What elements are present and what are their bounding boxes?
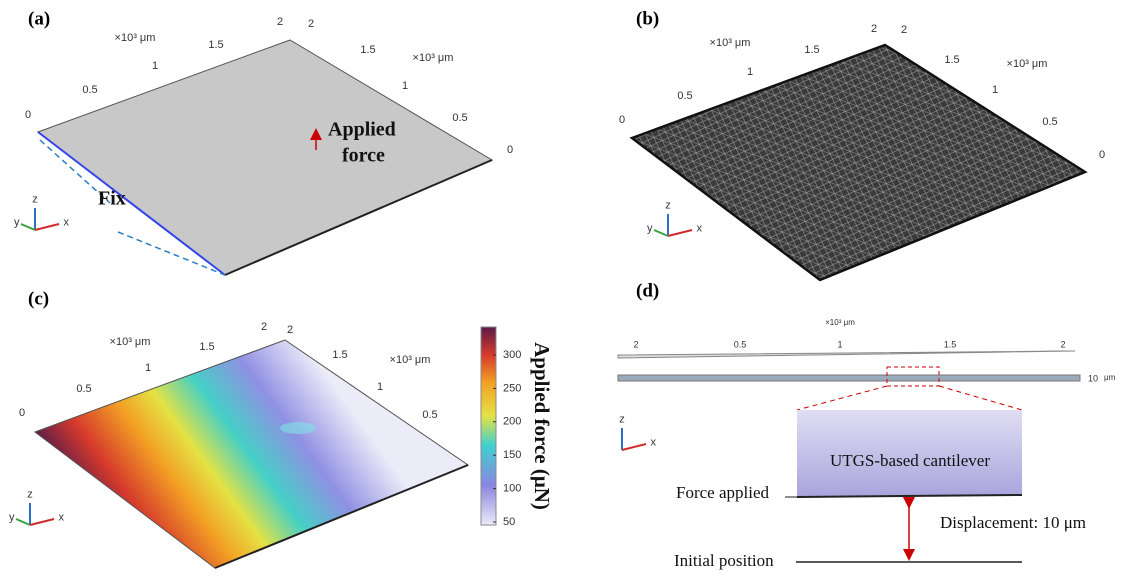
- axis-tick-label: 1.5: [360, 44, 375, 56]
- axis-tick-label: 1.5: [199, 341, 214, 353]
- axis-tick-label: 1: [377, 381, 383, 393]
- axis-unit: ×10³ μm: [710, 37, 751, 49]
- heat-plate: [35, 340, 468, 568]
- axis-tick-label: 0.5: [82, 84, 97, 96]
- triad-axis: [21, 224, 35, 230]
- axis-tick-label: 2: [871, 23, 877, 35]
- annotation: Initial position: [674, 551, 774, 570]
- axis-tick-label: 0: [1099, 149, 1105, 161]
- axis-tick-label: 2: [901, 24, 907, 36]
- triad-label: x: [696, 223, 702, 235]
- panel-a: (a) Fix Applied force: [28, 8, 492, 275]
- axis-tick-label: 1: [145, 362, 151, 374]
- thickness-value: 10: [1088, 373, 1098, 383]
- axis-tick-label: 2: [287, 324, 293, 336]
- panel-label: (d): [636, 280, 659, 301]
- axis-tick-label: 1.5: [944, 54, 959, 66]
- panel-label: (a): [28, 8, 50, 29]
- axis-tick-label: 0.5: [422, 409, 437, 421]
- axis-tick-label: 0.5: [1042, 116, 1057, 128]
- triad-label: x: [58, 512, 64, 524]
- colorbar-tick-label: 50: [503, 516, 515, 528]
- triad-axis: [668, 230, 692, 236]
- colorbar-tick-label: 100: [503, 483, 521, 495]
- axis-tick-label: 1: [152, 60, 158, 72]
- axis-tick-label: 0.5: [734, 339, 747, 349]
- triad-label: x: [650, 437, 656, 449]
- axis-unit: ×10³ μm: [115, 32, 156, 44]
- triad-axis: [16, 519, 30, 525]
- axis-tick-label: 2: [308, 18, 314, 30]
- annotation: force: [342, 145, 385, 167]
- axis-unit: ×10³ μm: [825, 318, 855, 327]
- triad-axis: [622, 444, 646, 450]
- colorbar-tick-label: 250: [503, 382, 521, 394]
- zoom-leader: [797, 386, 1022, 410]
- triad-label: z: [665, 200, 671, 212]
- mesh-plate: [632, 45, 1085, 280]
- axis-tick-label: 1.5: [804, 44, 819, 56]
- colorbar-tick-label: 300: [503, 349, 521, 361]
- axis-tick-label: 1.5: [944, 339, 957, 349]
- triad-label: x: [63, 217, 69, 229]
- axis-tick-label: 1: [992, 84, 998, 96]
- axis-tick-label: 1.5: [208, 39, 223, 51]
- axis-unit: ×10³ μm: [110, 336, 151, 348]
- axis-unit: ×10³ μm: [1007, 58, 1048, 70]
- colorbar: [481, 327, 496, 525]
- triad-label: y: [14, 217, 20, 229]
- axis-tick-label: 0: [507, 144, 513, 156]
- axis-unit: ×10³ μm: [390, 354, 431, 366]
- annotation: Applied: [328, 119, 396, 141]
- triad-label: y: [647, 223, 653, 235]
- axis-tick-label: 0: [25, 109, 31, 121]
- triad-label: y: [9, 512, 15, 524]
- axis-tick-label: 2: [1060, 339, 1065, 349]
- axis-tick-label: 2: [277, 16, 283, 28]
- triad-label: z: [619, 414, 625, 426]
- colorbar-title: Applied force (μN): [530, 342, 554, 510]
- thickness-unit: μm: [1104, 373, 1116, 382]
- axis-tick-label: 0: [19, 407, 25, 419]
- annotation: Displacement: 10 μm: [940, 513, 1086, 532]
- annotation: Force applied: [676, 483, 769, 502]
- axis-tick-label: 1.5: [332, 349, 347, 361]
- hotspot: [280, 422, 316, 434]
- axis-tick-label: 2: [261, 321, 267, 333]
- axis-tick-label: 0.5: [452, 112, 467, 124]
- panel-label: (b): [636, 8, 659, 29]
- beam-side: [618, 375, 1080, 381]
- triad-axis: [654, 230, 668, 236]
- beam-top: [618, 351, 1075, 358]
- colorbar-tick-label: 150: [503, 449, 521, 461]
- annotation: Fix: [98, 188, 126, 210]
- axis-tick-label: 0.5: [677, 90, 692, 102]
- triad-axis: [30, 519, 54, 525]
- triad-label: z: [27, 489, 33, 501]
- axis-tick-label: 1: [837, 339, 842, 349]
- triad-label: z: [32, 194, 38, 206]
- panel-d: (d) UTGS-based cantilever Force applied …: [618, 280, 1116, 570]
- axis-unit: ×10³ μm: [413, 52, 454, 64]
- figure: (a) Fix Applied force (b) (c) Applied fo…: [0, 0, 1124, 578]
- annotation: UTGS-based cantilever: [830, 451, 990, 470]
- plate: [38, 40, 492, 275]
- axis-tick-label: 0.5: [76, 383, 91, 395]
- triad-axis: [35, 224, 59, 230]
- panel-b: (b): [632, 8, 1085, 280]
- axis-tick-label: 1: [747, 66, 753, 78]
- axis-tick-label: 2: [633, 339, 638, 349]
- axis-tick-label: 0: [619, 114, 625, 126]
- axis-tick-label: 1: [402, 80, 408, 92]
- colorbar-tick-label: 200: [503, 416, 521, 428]
- panel-label: (c): [28, 288, 49, 309]
